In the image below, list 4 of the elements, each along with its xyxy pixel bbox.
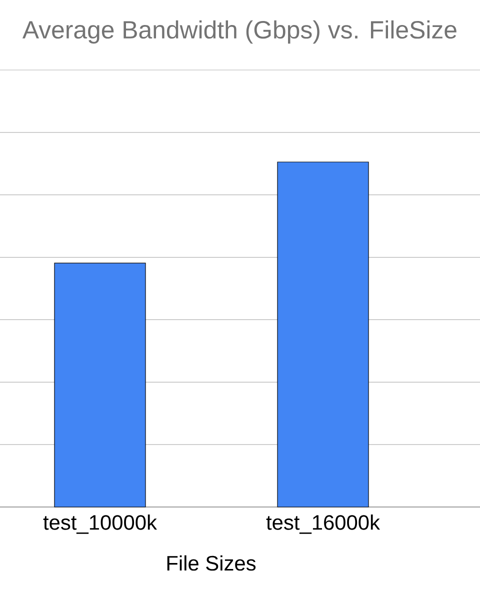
chart-title: Average Bandwidth (Gbps) vs. FileSize xyxy=(22,20,456,44)
x-tick-label: test_16000k xyxy=(266,514,380,534)
x-tick-label: test_10000k xyxy=(43,514,157,534)
x-axis-title: File Sizes xyxy=(167,555,256,571)
